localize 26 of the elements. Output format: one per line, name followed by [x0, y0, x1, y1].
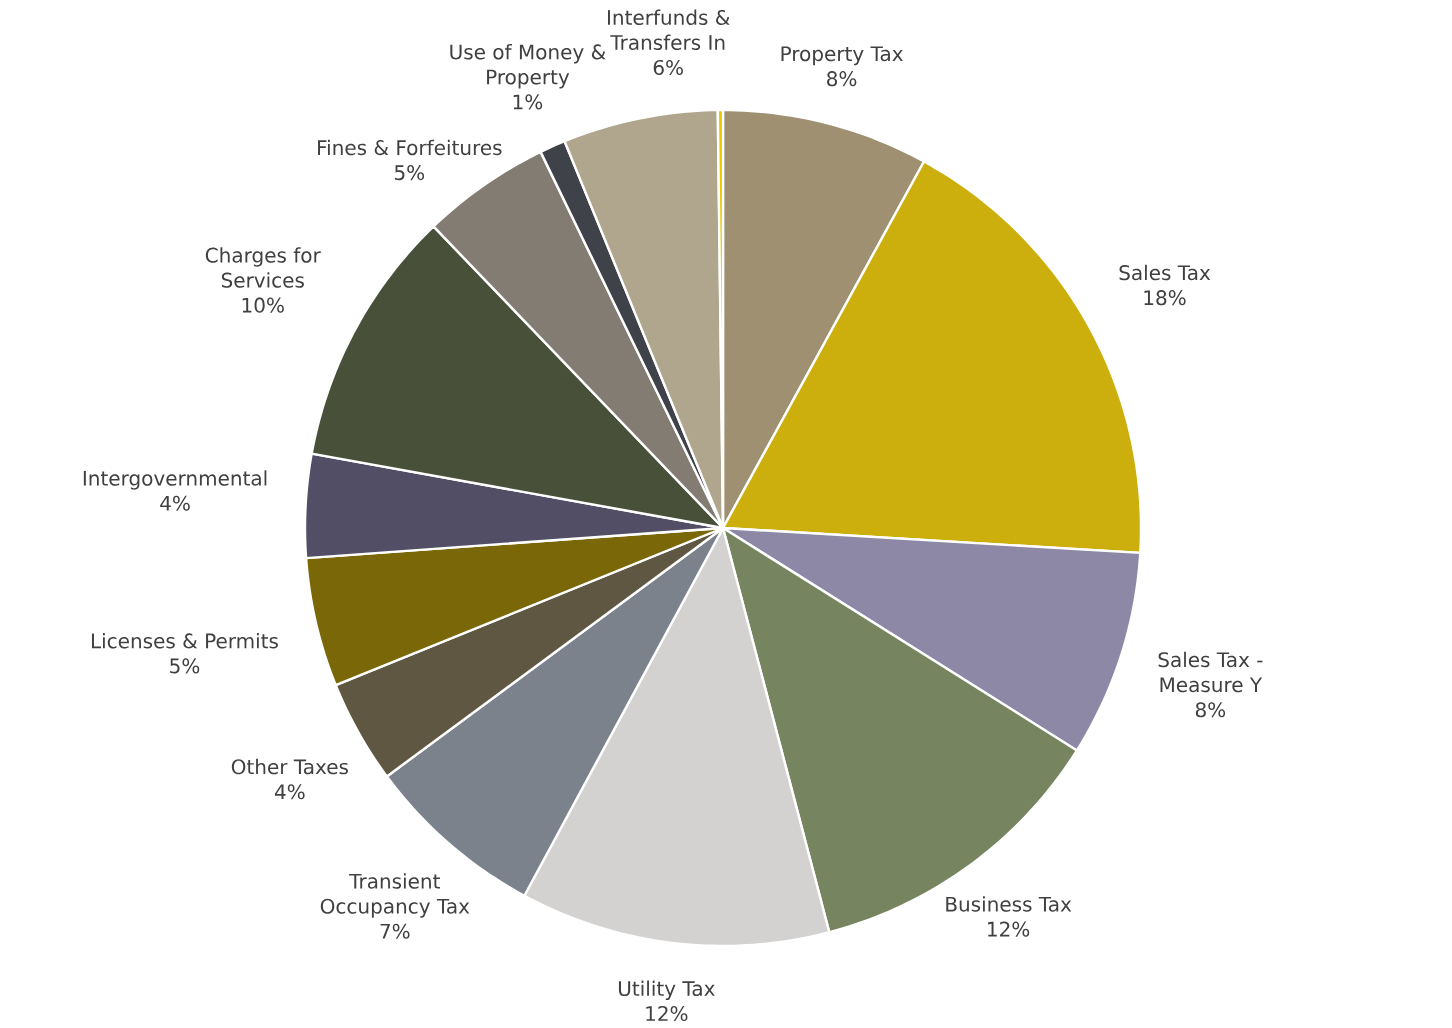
slice-label: Interfunds & Transfers In [607, 9, 730, 51]
data-label: 8% [827, 71, 857, 87]
data-label: 18% [1144, 290, 1186, 306]
slice-label: Transient Occupancy Tax [320, 873, 470, 918]
slice-label: Utility Tax [618, 980, 715, 1000]
slice-label: Sales Tax [1119, 264, 1211, 281]
slice-label: Use of Money & Property [450, 44, 606, 89]
slice-label: Charges for Services [205, 247, 321, 288]
data-label: 5% [170, 658, 200, 674]
data-label: 5% [394, 165, 425, 181]
slice-label: Other Taxes [231, 758, 348, 775]
slice-label: Sales Tax - Measure Y [1158, 651, 1263, 693]
slice-label: Business Tax [946, 896, 1072, 912]
slice-label: Fines & Forfeitures [318, 139, 502, 156]
slice-label: Property Tax [781, 46, 903, 66]
data-label: 1% [513, 94, 543, 110]
slice-label: Licenses & Permits [91, 632, 278, 649]
data-label: 6% [653, 59, 683, 76]
data-label: 4% [160, 495, 190, 511]
data-label: 7% [380, 923, 410, 939]
data-label: 12% [988, 921, 1030, 937]
data-label: 10% [242, 297, 284, 313]
data-label: 12% [646, 1005, 688, 1022]
slice-label: Intergovernmental [83, 470, 267, 490]
data-label: 4% [274, 784, 305, 800]
data-label: 8% [1195, 702, 1226, 718]
